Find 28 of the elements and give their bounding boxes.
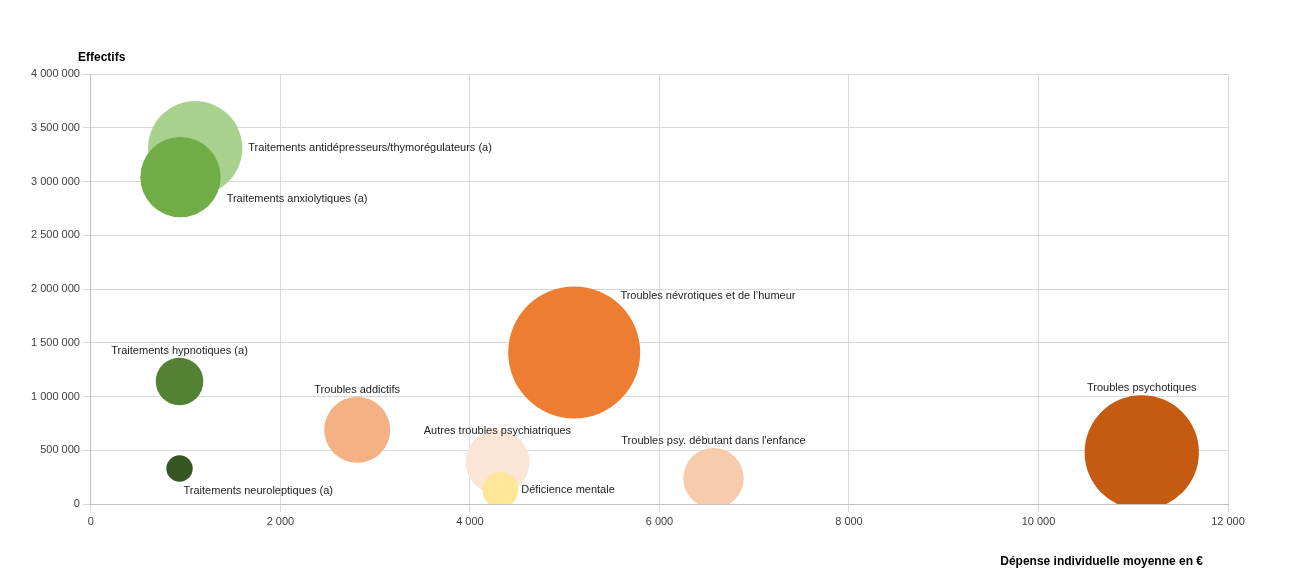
y-tick-label: 2 000 000 [31,282,80,295]
series-label: Traitements anxiolytiques (a) [226,192,368,205]
series-label: Déficience mentale [521,483,615,496]
y-tick-label: 3 000 000 [31,174,80,187]
x-tick-label: 6 000 [645,514,674,527]
series-label: Troubles psychotiques [1086,381,1198,394]
x-tick-label: 2 000 [266,514,295,527]
x-tick-label: 10 000 [1021,514,1056,527]
series-label: Autres troubles psychiatriques [423,424,572,437]
y-tick-label: 4 000 000 [31,67,80,80]
y-axis-title: Effectifs [78,50,126,65]
x-tick-label: 12 000 [1211,514,1245,527]
series-label: Troubles psy. débutant dans l'enfance [621,433,806,446]
y-tick-label: 3 500 000 [31,120,80,133]
x-tick-label: 8 000 [835,514,863,527]
series-label: Traitements neuroleptiques (a) [183,483,333,496]
y-tick-label: 1 500 000 [31,335,80,348]
y-tick-label: 500 000 [40,443,80,456]
series-label: Troubles addictifs [314,382,401,395]
x-tick-label: 4 000 [456,514,484,527]
y-tick-label: 2 500 000 [31,228,80,241]
series-label: Traitements antidépresseurs/thymorégulateurs (a) [248,141,492,154]
y-tick-label: 0 [73,497,80,510]
x-tick-label: 0 [87,514,94,527]
series-label: Traitements hypnotiques (a) [111,343,248,356]
series-label: Troubles névrotiques et de l’humeur [620,289,796,302]
y-tick-label: 1 000 000 [31,389,80,402]
x-axis-title: Dépense individuelle moyenne en € [1000,554,1204,569]
